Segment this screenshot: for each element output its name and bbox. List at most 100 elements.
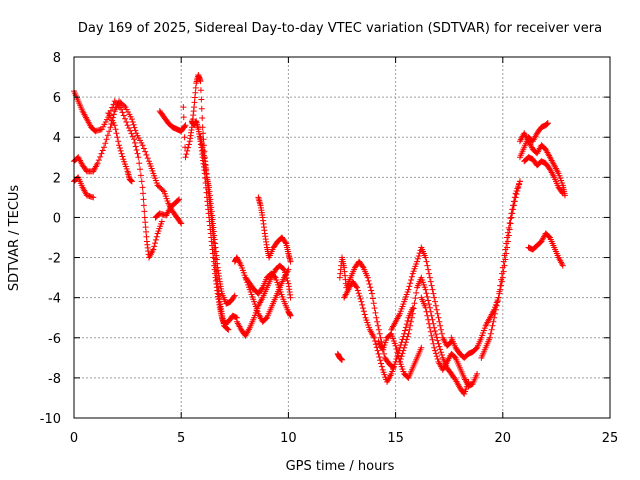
data-point <box>506 220 513 227</box>
data-point <box>410 305 417 312</box>
data-point <box>375 350 382 357</box>
x-tick-label: 15 <box>387 431 404 446</box>
data-point <box>413 289 420 296</box>
data-point <box>508 210 515 217</box>
data-point <box>129 133 136 140</box>
data-point <box>102 140 109 147</box>
data-point <box>280 265 287 272</box>
data-point <box>375 322 382 329</box>
data-point <box>403 336 410 343</box>
data-point <box>373 344 380 351</box>
data-point <box>282 239 289 246</box>
data-point <box>354 287 361 294</box>
data-point <box>360 305 367 312</box>
y-tick-label: -4 <box>48 292 61 307</box>
data-point <box>405 330 412 337</box>
data-point <box>210 234 217 241</box>
data-point <box>281 266 288 273</box>
data-point <box>516 178 523 185</box>
data-point <box>185 144 192 151</box>
data-point <box>97 153 104 160</box>
data-point <box>493 302 500 309</box>
data-point <box>185 141 192 148</box>
data-point <box>374 318 381 325</box>
data-point <box>495 294 502 301</box>
data-point <box>176 196 183 203</box>
data-point <box>129 118 136 125</box>
data-point <box>427 278 434 285</box>
data-point <box>437 322 444 329</box>
data-point <box>121 102 128 109</box>
data-point <box>436 318 443 325</box>
data-point <box>182 154 189 161</box>
data-point <box>128 116 135 123</box>
data-point <box>212 255 219 262</box>
series-trace-r <box>388 244 455 349</box>
data-point <box>501 252 508 259</box>
data-point <box>433 353 440 360</box>
data-point <box>407 322 414 329</box>
data-point <box>159 187 166 194</box>
data-point <box>282 272 289 279</box>
data-point <box>138 178 145 185</box>
data-point <box>364 274 371 281</box>
data-point <box>435 340 442 347</box>
data-point <box>137 166 144 173</box>
data-point <box>287 294 294 301</box>
data-point <box>408 273 415 280</box>
data-point <box>360 308 367 315</box>
data-point <box>141 208 148 215</box>
data-point <box>367 284 374 291</box>
data-point <box>426 301 433 308</box>
data-point <box>498 270 505 277</box>
data-point <box>140 190 147 197</box>
data-point <box>429 286 436 293</box>
data-point <box>198 96 205 103</box>
data-point <box>354 284 361 291</box>
chart-title: Day 169 of 2025, Sidereal Day-to-day VTE… <box>78 21 602 36</box>
series-trace-a <box>71 88 165 261</box>
data-point <box>438 352 445 359</box>
data-point <box>405 286 412 293</box>
data-point <box>210 239 217 246</box>
data-point <box>437 346 444 353</box>
data-point <box>423 290 430 297</box>
data-point <box>404 317 411 324</box>
data-point <box>377 334 384 341</box>
data-point <box>136 160 143 167</box>
data-point <box>510 198 517 205</box>
series-trace-w <box>516 120 551 161</box>
data-point <box>151 243 158 250</box>
data-point <box>490 318 497 325</box>
grid-layer <box>74 57 610 418</box>
data-point <box>116 142 123 149</box>
data-point <box>496 288 503 295</box>
data-point <box>434 356 441 363</box>
data-point <box>181 134 188 141</box>
data-point <box>98 150 105 157</box>
data-point <box>422 304 429 311</box>
data-point <box>128 178 135 185</box>
data-point <box>404 333 411 340</box>
data-point <box>423 308 430 315</box>
data-point <box>369 295 376 302</box>
data-point <box>422 286 429 293</box>
data-point <box>492 306 499 313</box>
data-point <box>392 342 399 349</box>
data-point <box>438 349 445 356</box>
data-point <box>137 172 144 179</box>
data-point <box>396 358 403 365</box>
data-point <box>432 331 439 338</box>
series-trace-o <box>336 254 397 371</box>
data-point <box>358 298 365 305</box>
data-point <box>339 356 345 363</box>
data-point <box>120 112 127 119</box>
data-point <box>505 224 512 231</box>
data-point <box>425 316 432 323</box>
data-point <box>197 87 204 94</box>
data-point <box>408 318 415 325</box>
data-point <box>510 202 517 209</box>
data-point <box>158 218 165 225</box>
data-point <box>393 346 400 353</box>
data-point <box>403 321 410 328</box>
